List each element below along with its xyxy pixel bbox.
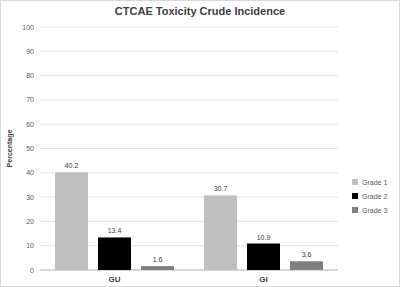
y-axis-label: Percentage [6,130,14,168]
bar [290,261,323,270]
grid-line [40,51,338,52]
bar [98,237,131,270]
grid-line [40,148,338,149]
y-tick-label: 0 [30,267,34,274]
legend-label: Grade 2 [362,193,387,200]
y-tick-label: 60 [26,121,34,128]
x-tick-label: GU [109,275,121,284]
bar [247,244,280,270]
legend-swatch [352,207,358,213]
y-tick-label: 20 [26,218,34,225]
legend-swatch [352,179,358,185]
legend-label: Grade 3 [362,207,387,214]
y-tick-label: 50 [26,145,34,152]
data-label: 1.6 [153,256,163,263]
bars [55,172,323,270]
chart-container: CTCAE Toxicity Crude Incidence Percentage… [0,0,400,287]
grid-line [40,27,338,28]
title: CTCAE Toxicity Crude Incidence [115,5,285,17]
x-tick-label: GI [259,275,267,284]
data-label: 30.7 [214,185,228,192]
y-tick-label: 90 [26,48,34,55]
grid-line [40,124,338,125]
y-tick-label: 10 [26,242,34,249]
legend-label: Grade 1 [362,179,387,186]
y-tick-label: 100 [22,24,34,31]
bar [141,266,174,270]
legend-swatch [352,193,358,199]
background [1,1,400,287]
chart-svg: CTCAE Toxicity Crude Incidence Percentage… [0,0,400,287]
data-label: 40.2 [65,162,79,169]
bar [204,195,237,270]
data-label: 3.6 [302,251,312,258]
grid-line [40,75,338,76]
data-label: 13.4 [108,227,122,234]
y-tick-label: 70 [26,96,34,103]
y-tick-label: 80 [26,72,34,79]
y-tick-label: 30 [26,194,34,201]
y-tick-label: 40 [26,169,34,176]
data-label: 10.9 [257,234,271,241]
grid-line [40,99,338,100]
bar [55,172,88,270]
